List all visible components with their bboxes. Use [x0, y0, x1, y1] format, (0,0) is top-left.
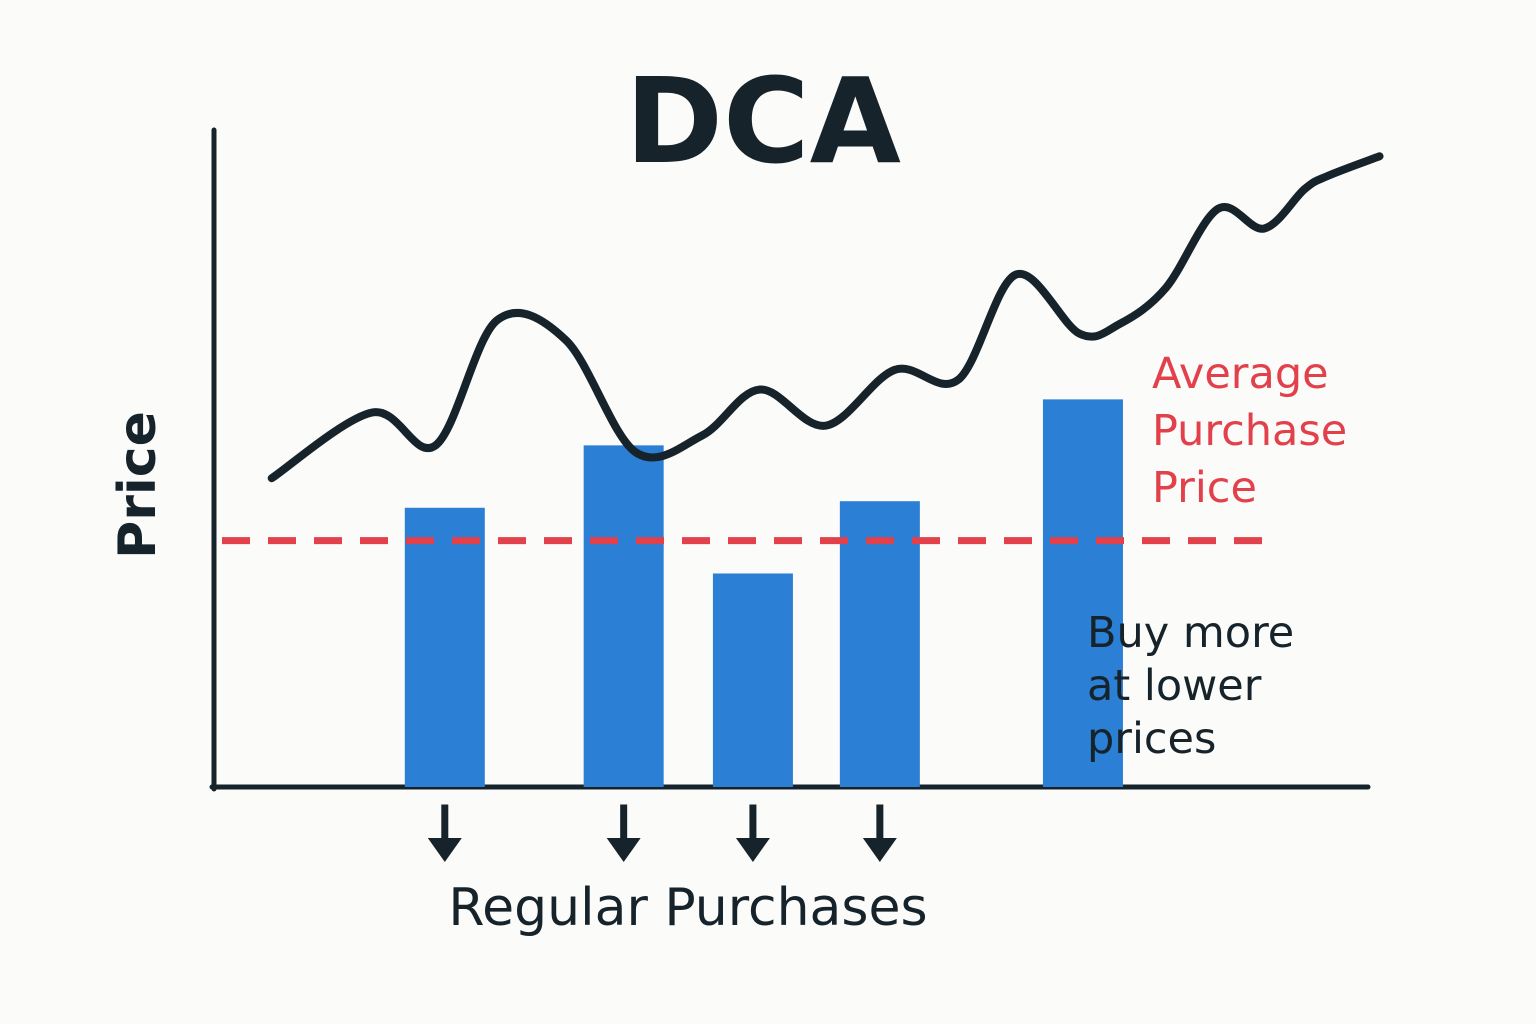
- chart-title: DCA: [625, 52, 901, 190]
- price-line: [267, 152, 1384, 483]
- purchase-arrow-2-head: [606, 838, 641, 862]
- buy-more-line-2: at lower: [1087, 661, 1262, 711]
- purchase-arrow-2: [606, 804, 641, 862]
- buy-more-at-lower-prices-label: Buy more at lower prices: [1087, 608, 1308, 764]
- purchase-bar-4: [839, 501, 920, 787]
- purchase-arrow-3: [735, 804, 770, 862]
- purchase-arrow-3-head: [735, 838, 770, 862]
- average-label-line-2: Purchase: [1152, 406, 1347, 456]
- purchase-arrow-1-head: [427, 838, 462, 862]
- y-axis-label: Price: [108, 411, 168, 559]
- buy-more-line-1: Buy more: [1087, 608, 1294, 658]
- purchase-bar-2: [583, 445, 664, 787]
- purchase-arrows: [427, 804, 897, 862]
- purchase-bar-5: [1042, 399, 1123, 787]
- average-purchase-price-label: Average Purchase Price: [1152, 349, 1361, 513]
- average-label-line-1: Average: [1152, 349, 1329, 399]
- purchase-arrow-4-head: [862, 838, 897, 862]
- average-label-line-3: Price: [1152, 463, 1257, 513]
- purchase-arrow-4: [862, 804, 897, 862]
- purchase-bar-3: [712, 573, 793, 787]
- x-axis-label: Regular Purchases: [448, 878, 927, 938]
- purchase-bar-1: [404, 507, 485, 787]
- price-line-layer: [267, 152, 1384, 483]
- buy-more-line-3: prices: [1087, 714, 1216, 764]
- purchase-arrow-1: [427, 804, 462, 862]
- purchase-bars: [404, 399, 1123, 787]
